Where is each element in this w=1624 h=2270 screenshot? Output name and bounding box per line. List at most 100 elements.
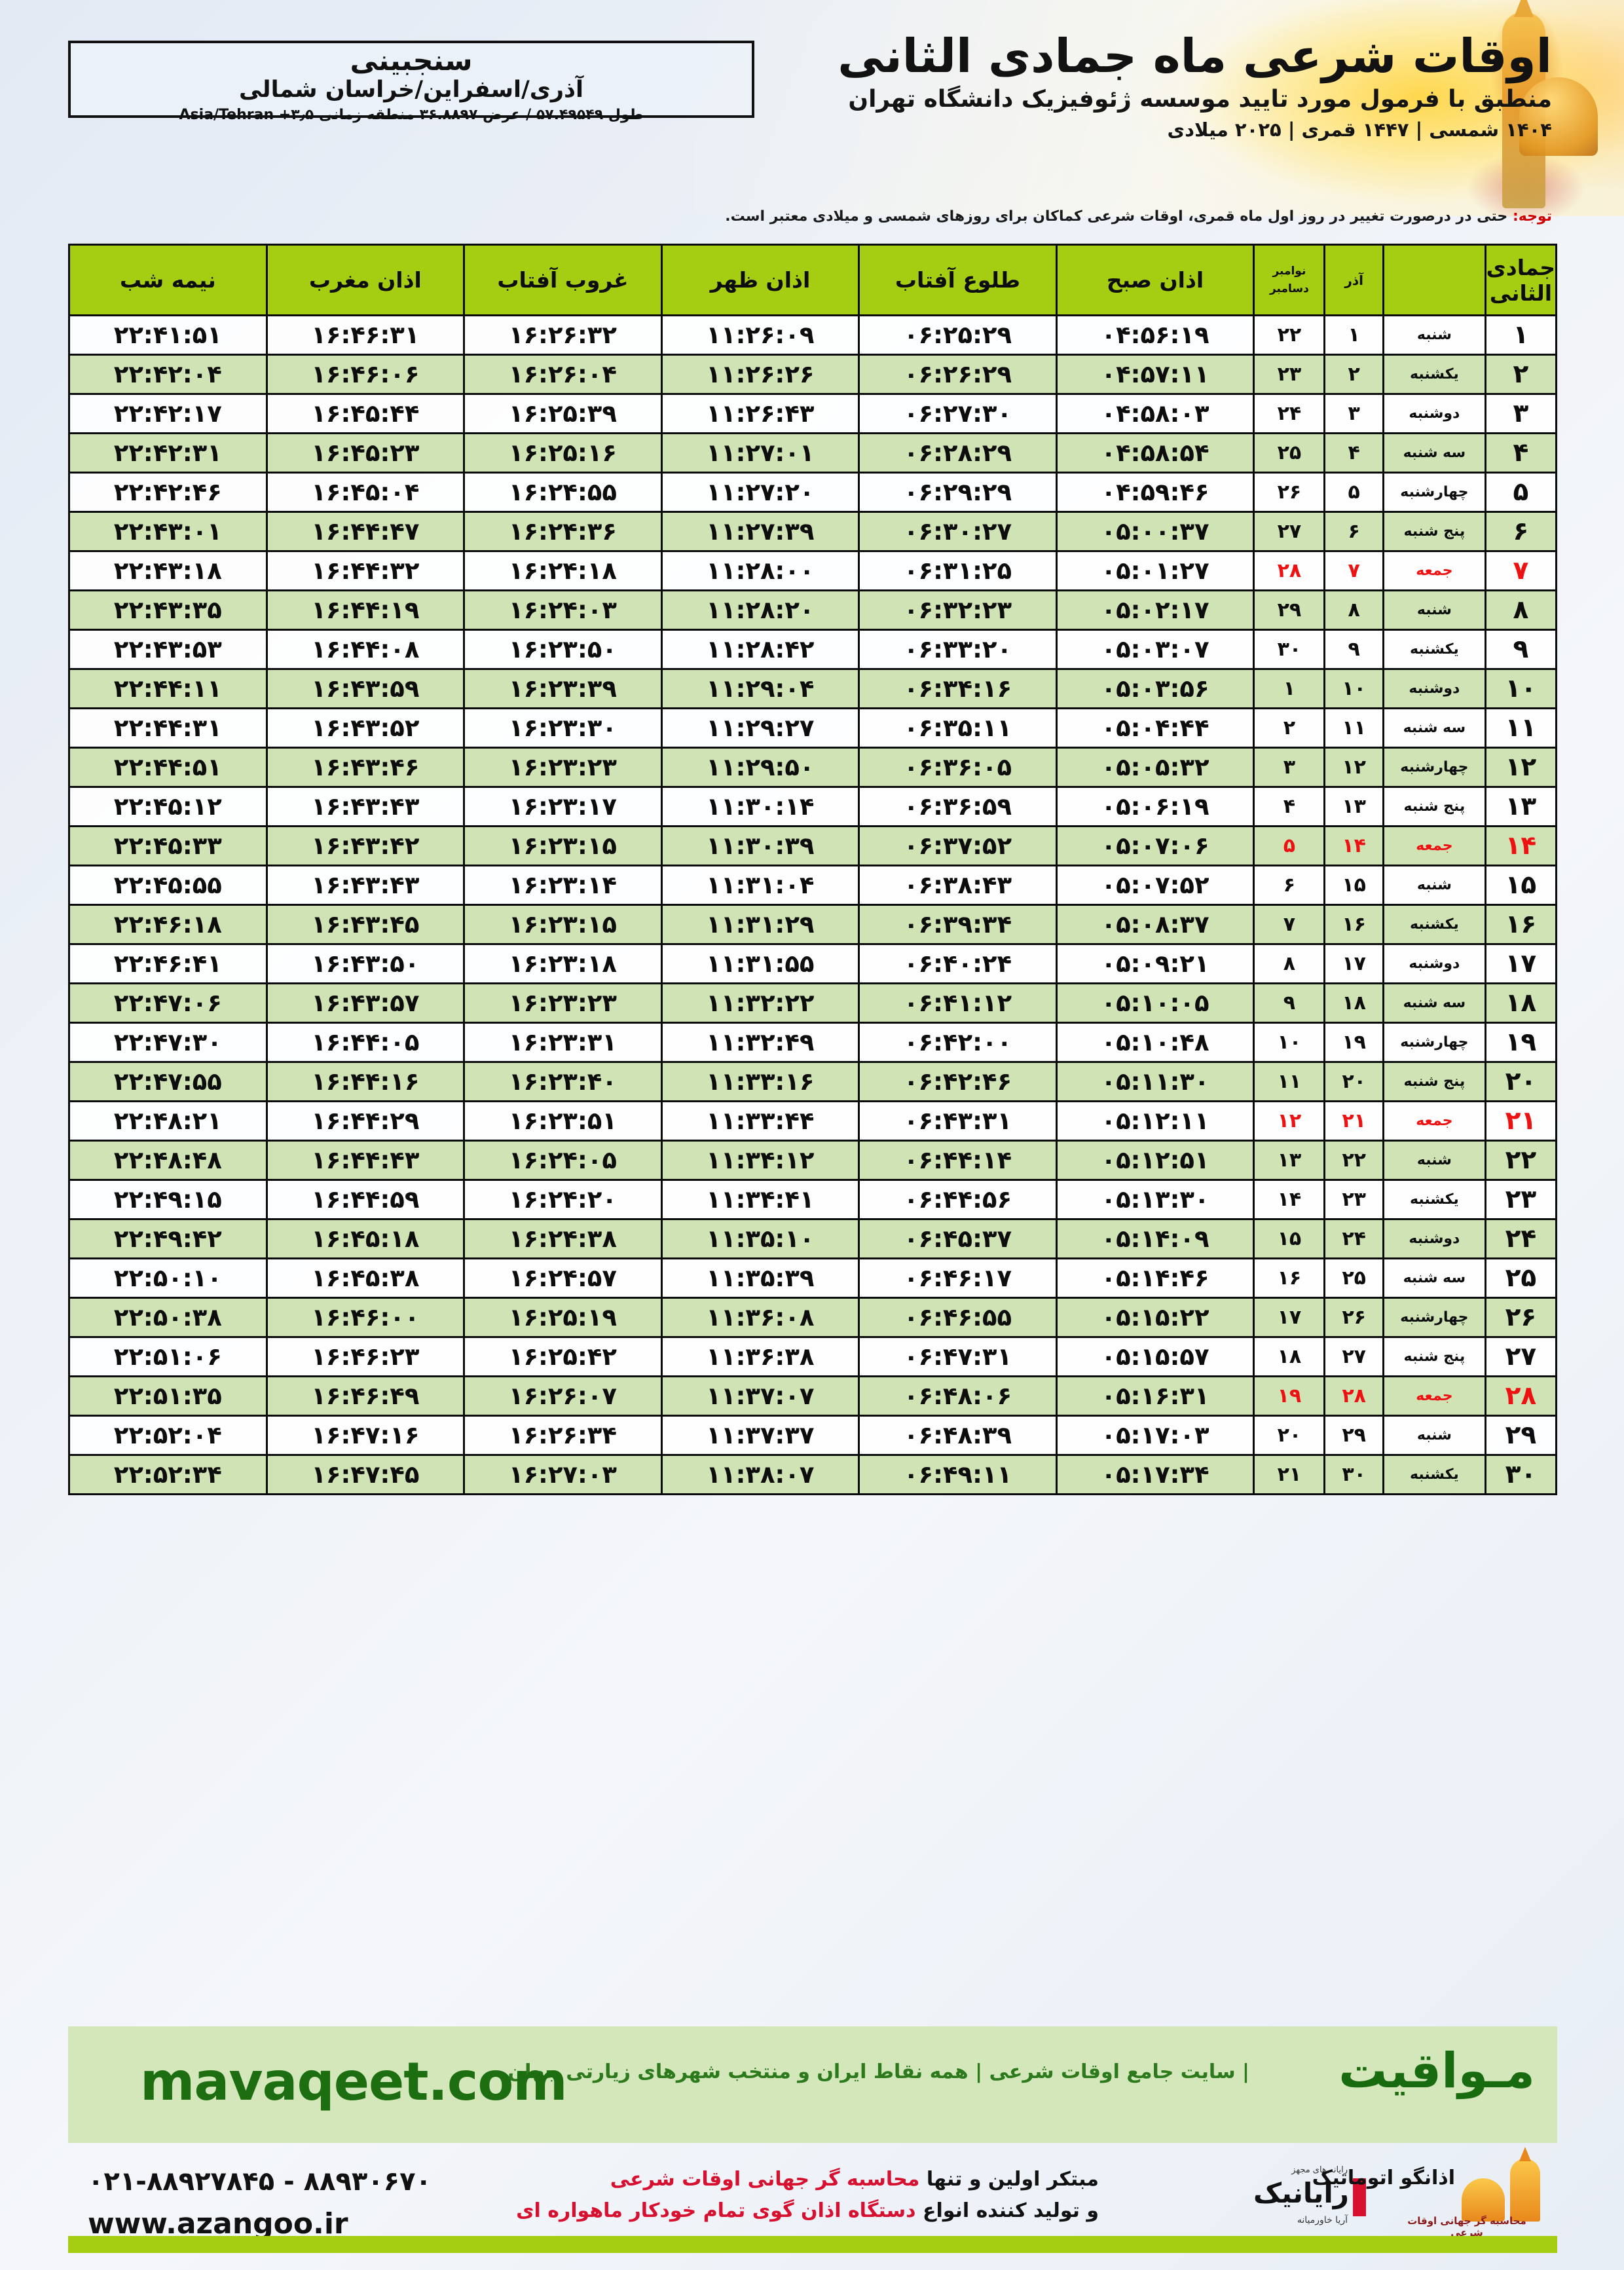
cell-index: ۱۵ bbox=[1484, 865, 1558, 906]
table-row: ۲۵ سه شنبه ۲۵ ۱۶ ۰۵:۱۴:۴۶ ۰۶:۴۶:۱۷ ۱۱:۳۵:۳۹ ۱۶:… bbox=[68, 1257, 1558, 1299]
table-row: ۲۳ یکشنبه ۲۳ ۱۴ ۰۵:۱۳:۳۰ ۰۶:۴۴:۵۶ ۱۱:۳۴:۴۱ ۱۶:۲… bbox=[68, 1179, 1558, 1220]
table-header: جمادی الثانی آذر نوامبر دسامبر اذان صبح … bbox=[68, 244, 1558, 316]
cell-midnight: ۲۲:۴۹:۴۲ bbox=[68, 1218, 268, 1259]
col-header-dhuhr: اذان ظهر bbox=[660, 244, 860, 316]
cell-sunset: ۱۶:۲۴:۱۸ bbox=[463, 550, 663, 591]
cell-index: ۸ bbox=[1484, 589, 1558, 631]
cell-fajr: ۰۵:۱۲:۱۱ bbox=[1055, 1100, 1255, 1142]
cell-fajr: ۰۵:۱۱:۳۰ bbox=[1055, 1061, 1255, 1102]
table-row: ۲۸ جمعه ۲۸ ۱۹ ۰۵:۱۶:۳۱ ۰۶:۴۸:۰۶ ۱۱:۳۷:۰۷ ۱۶:۲۶:… bbox=[68, 1375, 1558, 1417]
cell-gregorian: ۳۰ bbox=[1253, 629, 1326, 670]
footer-slogan-line1-plain: مبتکر اولین و تنها bbox=[919, 2168, 1099, 2191]
footer-website-link[interactable]: mavaqeet.com bbox=[140, 2051, 568, 2112]
cell-maghrib: ۱۶:۴۴:۵۹ bbox=[265, 1179, 466, 1220]
cell-weekday: سه شنبه bbox=[1382, 707, 1486, 749]
cell-dhuhr: ۱۱:۳۲:۴۹ bbox=[660, 1022, 860, 1063]
cell-sunset: ۱۶:۲۴:۲۰ bbox=[463, 1179, 663, 1220]
table-row: ۱۸ سه شنبه ۱۸ ۹ ۰۵:۱۰:۰۵ ۰۶:۴۱:۱۲ ۱۱:۳۲:۲۲ ۱۶:۲… bbox=[68, 982, 1558, 1024]
cell-shamsi: ۲۱ bbox=[1323, 1100, 1384, 1142]
cell-gregorian: ۶ bbox=[1253, 865, 1326, 906]
cell-shamsi: ۲۳ bbox=[1323, 1179, 1384, 1220]
cell-sunrise: ۰۶:۴۹:۱۱ bbox=[858, 1454, 1058, 1495]
cell-fajr: ۰۵:۰۱:۲۷ bbox=[1055, 550, 1255, 591]
cell-index: ۲۴ bbox=[1484, 1218, 1558, 1259]
cell-sunset: ۱۶:۲۳:۱۷ bbox=[463, 786, 663, 827]
cell-weekday: چهارشنبه bbox=[1382, 1022, 1486, 1063]
cell-shamsi: ۱۷ bbox=[1323, 943, 1384, 984]
cell-dhuhr: ۱۱:۳۳:۴۴ bbox=[660, 1100, 860, 1142]
table-row: ۶ پنج شنبه ۶ ۲۷ ۰۵:۰۰:۳۷ ۰۶:۳۰:۲۷ ۱۱:۲۷:۳۹ ۱۶:۲… bbox=[68, 511, 1558, 552]
cell-gregorian: ۲۵ bbox=[1253, 432, 1326, 474]
cell-midnight: ۲۲:۴۳:۰۱ bbox=[68, 511, 268, 552]
table-row: ۴ سه شنبه ۴ ۲۵ ۰۴:۵۸:۵۴ ۰۶:۲۸:۲۹ ۱۱:۲۷:۰۱ ۱۶:۲۵… bbox=[68, 432, 1558, 474]
cell-fajr: ۰۵:۱۳:۳۰ bbox=[1055, 1179, 1255, 1220]
cell-dhuhr: ۱۱:۳۲:۲۲ bbox=[660, 982, 860, 1024]
cell-sunrise: ۰۶:۳۲:۲۳ bbox=[858, 589, 1058, 631]
cell-maghrib: ۱۶:۴۴:۰۸ bbox=[265, 629, 466, 670]
cell-gregorian: ۲۳ bbox=[1253, 354, 1326, 395]
table-row: ۷ جمعه ۷ ۲۸ ۰۵:۰۱:۲۷ ۰۶:۳۱:۲۵ ۱۱:۲۸:۰۰ ۱۶:۲۴:۱۸… bbox=[68, 550, 1558, 591]
cell-midnight: ۲۲:۴۲:۳۱ bbox=[68, 432, 268, 474]
cell-shamsi: ۲ bbox=[1323, 354, 1384, 395]
cell-dhuhr: ۱۱:۲۶:۰۹ bbox=[660, 314, 860, 356]
cell-sunset: ۱۶:۲۳:۴۰ bbox=[463, 1061, 663, 1102]
cell-weekday: دوشنبه bbox=[1382, 393, 1486, 434]
footer-brand-name: مـواقیت bbox=[1338, 2043, 1535, 2099]
cell-sunset: ۱۶:۲۵:۳۹ bbox=[463, 393, 663, 434]
cell-sunset: ۱۶:۲۴:۰۵ bbox=[463, 1140, 663, 1181]
cell-midnight: ۲۲:۴۸:۴۸ bbox=[68, 1140, 268, 1181]
cell-maghrib: ۱۶:۴۴:۰۵ bbox=[265, 1022, 466, 1063]
cell-midnight: ۲۲:۴۳:۳۵ bbox=[68, 589, 268, 631]
cell-gregorian: ۲ bbox=[1253, 707, 1326, 749]
table-row: ۲۷ پنج شنبه ۲۷ ۱۸ ۰۵:۱۵:۵۷ ۰۶:۴۷:۳۱ ۱۱:۳۶:۳۸ ۱۶… bbox=[68, 1336, 1558, 1377]
cell-midnight: ۲۲:۵۰:۱۰ bbox=[68, 1257, 268, 1299]
cell-index: ۱۷ bbox=[1484, 943, 1558, 984]
cell-sunset: ۱۶:۲۳:۲۳ bbox=[463, 982, 663, 1024]
cell-index: ۹ bbox=[1484, 629, 1558, 670]
contact-website[interactable]: www.azangoo.ir bbox=[88, 2207, 348, 2241]
cell-gregorian: ۱۷ bbox=[1253, 1297, 1326, 1338]
col-header-index: جمادی الثانی bbox=[1484, 244, 1558, 316]
cell-maghrib: ۱۶:۴۵:۳۸ bbox=[265, 1257, 466, 1299]
azangoo-name-fa: اذانگو اتوماتیک bbox=[1312, 2167, 1455, 2189]
dome-icon bbox=[1519, 77, 1598, 156]
cell-gregorian: ۱۱ bbox=[1253, 1061, 1326, 1102]
cell-weekday: سه شنبه bbox=[1382, 982, 1486, 1024]
cell-midnight: ۲۲:۴۷:۳۰ bbox=[68, 1022, 268, 1063]
cell-gregorian: ۲۱ bbox=[1253, 1454, 1326, 1495]
cell-shamsi: ۲۶ bbox=[1323, 1297, 1384, 1338]
cell-index: ۱۲ bbox=[1484, 747, 1558, 788]
cell-weekday: شنبه bbox=[1382, 865, 1486, 906]
cell-weekday: جمعه bbox=[1382, 825, 1486, 866]
cell-weekday: شنبه bbox=[1382, 314, 1486, 356]
cell-shamsi: ۲۰ bbox=[1323, 1061, 1384, 1102]
cell-midnight: ۲۲:۵۰:۳۸ bbox=[68, 1297, 268, 1338]
cell-fajr: ۰۵:۱۶:۳۱ bbox=[1055, 1375, 1255, 1417]
col-header-fajr: اذان صبح bbox=[1055, 244, 1255, 316]
cell-shamsi: ۸ bbox=[1323, 589, 1384, 631]
cell-shamsi: ۲۲ bbox=[1323, 1140, 1384, 1181]
cell-dhuhr: ۱۱:۳۷:۰۷ bbox=[660, 1375, 860, 1417]
footer-slogan-line1: مبتکر اولین و تنها محاسبه گر جهانی اوقات… bbox=[516, 2164, 1099, 2195]
cell-sunset: ۱۶:۲۳:۳۱ bbox=[463, 1022, 663, 1063]
cell-midnight: ۲۲:۵۲:۰۴ bbox=[68, 1415, 268, 1456]
table-row: ۵ چهارشنبه ۵ ۲۶ ۰۴:۵۹:۴۶ ۰۶:۲۹:۲۹ ۱۱:۲۷:۲۰ ۱۶:۲… bbox=[68, 472, 1558, 513]
cell-dhuhr: ۱۱:۳۰:۱۴ bbox=[660, 786, 860, 827]
cell-gregorian: ۱۴ bbox=[1253, 1179, 1326, 1220]
cell-gregorian: ۱۳ bbox=[1253, 1140, 1326, 1181]
cell-weekday: یکشنبه bbox=[1382, 1454, 1486, 1495]
cell-midnight: ۲۲:۴۵:۳۳ bbox=[68, 825, 268, 866]
location-city: سنجبینی bbox=[350, 45, 473, 77]
col-header-gregorian: نوامبر دسامبر bbox=[1253, 244, 1326, 316]
cell-dhuhr: ۱۱:۳۸:۰۷ bbox=[660, 1454, 860, 1495]
cell-maghrib: ۱۶:۴۴:۱۶ bbox=[265, 1061, 466, 1102]
cell-shamsi: ۹ bbox=[1323, 629, 1384, 670]
cell-shamsi: ۱۹ bbox=[1323, 1022, 1384, 1063]
cell-dhuhr: ۱۱:۳۰:۳۹ bbox=[660, 825, 860, 866]
cell-midnight: ۲۲:۴۲:۰۴ bbox=[68, 354, 268, 395]
cell-sunrise: ۰۶:۴۴:۵۶ bbox=[858, 1179, 1058, 1220]
cell-midnight: ۲۲:۴۱:۵۱ bbox=[68, 314, 268, 356]
cell-index: ۳ bbox=[1484, 393, 1558, 434]
cell-index: ۱۶ bbox=[1484, 904, 1558, 945]
cell-maghrib: ۱۶:۴۵:۴۴ bbox=[265, 393, 466, 434]
